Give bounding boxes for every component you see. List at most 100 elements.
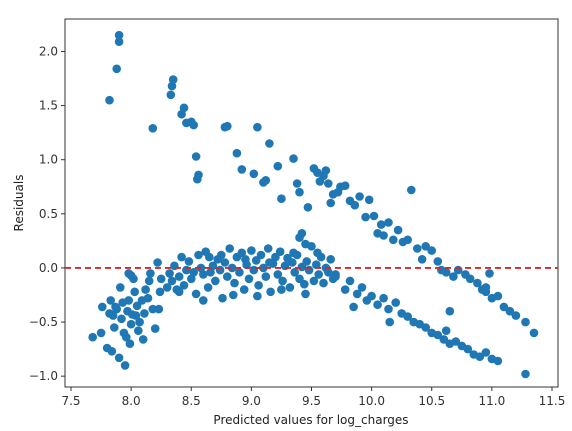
data-point bbox=[441, 268, 451, 277]
data-point bbox=[361, 212, 370, 222]
data-point bbox=[376, 220, 386, 229]
data-point bbox=[303, 203, 313, 212]
data-point bbox=[174, 287, 184, 297]
data-point bbox=[119, 328, 129, 338]
data-point bbox=[155, 287, 165, 297]
data-point bbox=[521, 369, 530, 379]
data-point bbox=[421, 242, 431, 251]
data-point bbox=[179, 103, 189, 113]
data-point bbox=[511, 311, 521, 320]
data-point bbox=[211, 276, 220, 286]
data-point bbox=[220, 122, 230, 132]
y-tick-label: 1.5 bbox=[39, 99, 58, 113]
data-point bbox=[105, 95, 114, 105]
x-tick-label: 8.5 bbox=[182, 394, 201, 408]
data-point bbox=[108, 311, 118, 320]
y-axis-label: Residuals bbox=[12, 175, 26, 232]
data-point bbox=[407, 185, 416, 195]
data-point bbox=[324, 179, 333, 188]
data-point bbox=[297, 229, 307, 238]
data-point bbox=[277, 285, 286, 294]
data-point bbox=[154, 304, 164, 314]
data-point bbox=[165, 269, 174, 278]
data-point bbox=[481, 348, 491, 357]
data-point bbox=[324, 268, 333, 277]
data-point bbox=[134, 326, 143, 336]
x-tick-label: 9.0 bbox=[242, 394, 261, 408]
data-point bbox=[116, 283, 125, 292]
data-point bbox=[364, 195, 374, 205]
data-point bbox=[138, 335, 148, 344]
data-point bbox=[266, 287, 275, 297]
data-point bbox=[114, 37, 124, 46]
data-point bbox=[229, 290, 238, 300]
data-point bbox=[273, 161, 283, 171]
data-point bbox=[290, 268, 300, 277]
data-point bbox=[124, 269, 133, 278]
data-point bbox=[96, 328, 106, 338]
data-point bbox=[205, 252, 214, 262]
data-point bbox=[261, 272, 271, 281]
data-point bbox=[289, 248, 298, 258]
data-point bbox=[433, 257, 443, 266]
data-point bbox=[345, 276, 355, 286]
data-point bbox=[493, 356, 503, 366]
data-point bbox=[302, 257, 312, 266]
data-point bbox=[235, 268, 244, 277]
data-point bbox=[253, 122, 262, 132]
data-point bbox=[177, 252, 186, 262]
x-tick-label: 8.0 bbox=[122, 394, 141, 408]
data-point bbox=[131, 311, 141, 320]
x-tick-label: 11.5 bbox=[539, 394, 566, 408]
data-point bbox=[403, 235, 413, 245]
data-point bbox=[114, 30, 124, 40]
data-point bbox=[357, 283, 367, 292]
data-point bbox=[385, 317, 395, 327]
data-point bbox=[174, 272, 184, 281]
data-point bbox=[118, 298, 127, 307]
data-point bbox=[379, 231, 388, 240]
data-point bbox=[227, 263, 237, 273]
data-point bbox=[167, 81, 177, 91]
data-point bbox=[278, 276, 287, 286]
data-point bbox=[230, 278, 239, 288]
data-point bbox=[355, 192, 364, 201]
data-point bbox=[275, 247, 285, 256]
data-point bbox=[263, 244, 273, 253]
data-point bbox=[193, 174, 202, 184]
data-point bbox=[265, 139, 274, 148]
data-point bbox=[273, 270, 283, 279]
data-point bbox=[220, 258, 230, 267]
y-tick-label: 0.0 bbox=[39, 261, 58, 275]
data-point bbox=[485, 269, 494, 278]
data-point bbox=[254, 281, 263, 290]
data-point bbox=[148, 304, 158, 314]
data-point bbox=[475, 352, 485, 362]
data-point bbox=[156, 274, 166, 284]
data-point bbox=[125, 339, 135, 349]
data-point bbox=[367, 291, 376, 301]
data-point bbox=[417, 254, 427, 264]
data-point bbox=[326, 254, 336, 264]
data-point bbox=[340, 181, 350, 190]
data-point bbox=[237, 248, 247, 258]
data-point bbox=[199, 296, 208, 305]
data-point bbox=[265, 258, 274, 267]
data-point bbox=[481, 287, 491, 297]
data-point bbox=[373, 300, 382, 310]
data-point bbox=[191, 152, 201, 161]
data-point bbox=[261, 176, 271, 185]
scatter-points bbox=[88, 30, 539, 379]
data-point bbox=[326, 198, 336, 208]
data-point bbox=[167, 276, 177, 286]
data-point bbox=[88, 332, 97, 342]
x-tick-label: 9.5 bbox=[302, 394, 321, 408]
data-point bbox=[135, 317, 144, 327]
data-point bbox=[217, 250, 226, 260]
data-point bbox=[319, 278, 328, 288]
data-point bbox=[433, 330, 443, 340]
data-point bbox=[331, 272, 340, 281]
data-point bbox=[403, 312, 413, 321]
data-point bbox=[277, 194, 286, 203]
